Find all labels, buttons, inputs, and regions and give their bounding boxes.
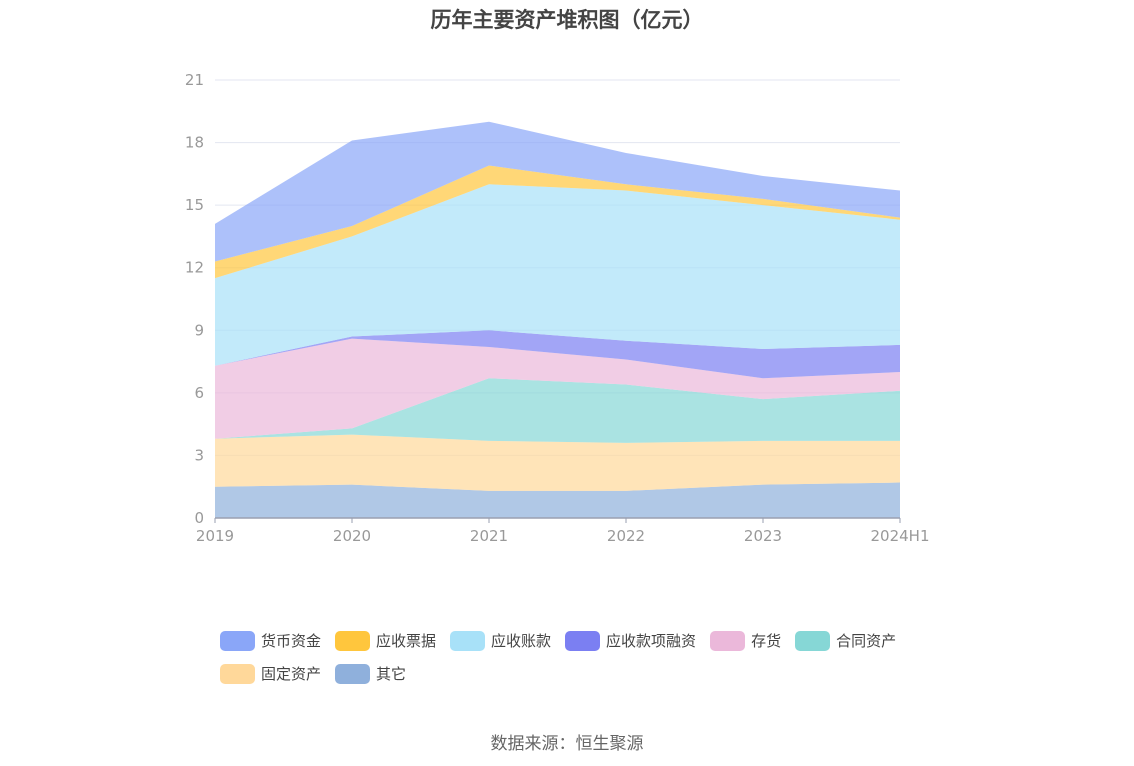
legend-label: 存货 — [751, 632, 782, 650]
y-tick-label: 3 — [194, 446, 204, 464]
x-tick-label: 2024H1 — [871, 527, 930, 545]
y-tick-label: 15 — [185, 196, 204, 214]
legend-item[interactable]: 其它 — [335, 663, 406, 684]
legend-item[interactable]: 存货 — [710, 630, 781, 651]
area-存货 — [215, 338, 900, 439]
legend: 货币资金 应收票据 应收账款 应收款项融资 存货 合同资产固定资产 其它 — [220, 630, 940, 684]
legend-swatch — [795, 630, 831, 651]
area-应收款项融资 — [215, 330, 900, 379]
legend-item[interactable]: 固定资产 — [220, 663, 321, 684]
y-tick-label: 12 — [185, 259, 204, 277]
legend-swatch — [450, 630, 486, 651]
legend-item[interactable]: 货币资金 — [220, 630, 321, 651]
legend-label: 其它 — [376, 665, 407, 683]
y-tick-label: 21 — [185, 71, 204, 89]
area-合同资产 — [215, 378, 900, 443]
axes: 0 3 6 9 12 15 18 21 2019 2020 2021 2022 2023 2024H1 — [185, 71, 930, 545]
legend-swatch — [335, 663, 371, 684]
data-source: 数据来源：恒生聚源 — [490, 734, 644, 754]
x-tick-label: 2021 — [470, 527, 508, 545]
legend-label: 应收票据 — [376, 632, 437, 650]
legend-item[interactable]: 合同资产 — [795, 630, 896, 651]
legend-swatch — [565, 630, 601, 651]
legend-item[interactable]: 应收票据 — [335, 630, 436, 651]
legend-swatch — [220, 663, 255, 684]
area-应收账款 — [215, 184, 900, 366]
chart-title: 历年主要资产堆积图（亿元） — [430, 8, 704, 32]
x-tick-label: 2019 — [196, 527, 234, 545]
legend-swatch — [220, 630, 255, 651]
legend-label: 货币资金 — [261, 632, 322, 650]
legend-label: 合同资产 — [836, 632, 897, 650]
legend-label: 应收账款 — [491, 632, 552, 650]
x-tick-label: 2023 — [744, 527, 782, 545]
legend-item[interactable]: 应收账款 — [450, 630, 551, 651]
y-tick-label: 9 — [194, 321, 204, 339]
legend-item[interactable]: 应收款项融资 — [565, 630, 696, 651]
legend-swatch — [710, 630, 746, 651]
legend-label: 固定资产 — [261, 665, 322, 683]
y-tick-label: 18 — [185, 134, 204, 152]
x-tick-label: 2020 — [333, 527, 371, 545]
y-tick-label: 0 — [194, 509, 204, 527]
x-tick-label: 2022 — [607, 527, 645, 545]
area-货币资金 — [215, 121, 900, 262]
legend-label: 应收款项融资 — [606, 632, 697, 650]
area-series — [215, 121, 900, 518]
area-固定资产 — [215, 434, 900, 491]
area-其它 — [215, 482, 900, 518]
y-tick-label: 6 — [194, 384, 204, 402]
legend-swatch — [335, 630, 371, 651]
